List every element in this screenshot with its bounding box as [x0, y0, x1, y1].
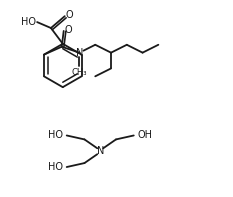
- Text: O: O: [65, 25, 72, 35]
- Text: HO: HO: [48, 162, 63, 172]
- Text: N: N: [76, 48, 83, 58]
- Text: CH₃: CH₃: [72, 68, 87, 77]
- Text: N: N: [96, 146, 104, 156]
- Text: HO: HO: [21, 17, 36, 27]
- Text: OH: OH: [137, 130, 152, 140]
- Text: HO: HO: [48, 130, 63, 140]
- Text: O: O: [66, 10, 73, 20]
